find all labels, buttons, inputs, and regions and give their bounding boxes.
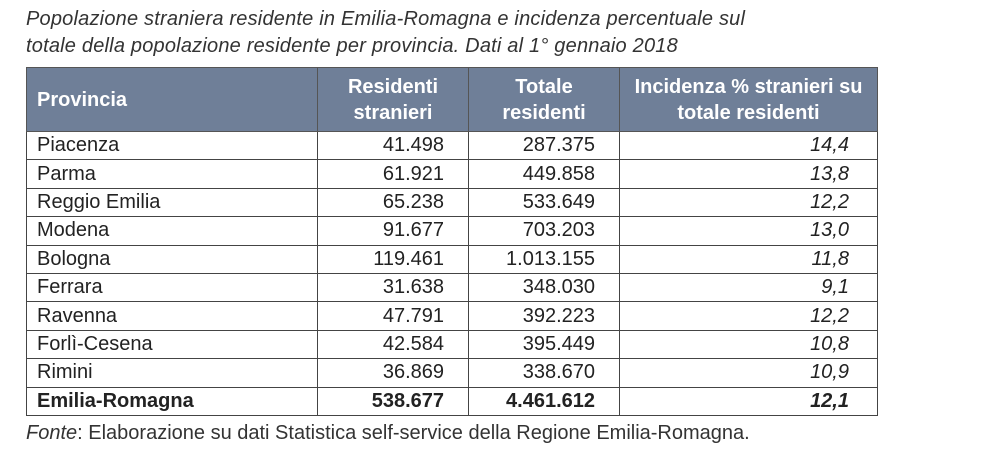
- cell-totale-residenti: 703.203: [468, 216, 620, 246]
- header-residenti-stranieri: Residenti stranieri: [317, 67, 469, 132]
- table-row: Rimini 36.869 338.670 10,9: [26, 358, 878, 388]
- cell-residenti-stranieri: 47.791: [317, 301, 469, 331]
- header-row: Provincia Residenti stranieri Totale res…: [26, 67, 878, 132]
- table-body: Piacenza 41.498 287.375 14,4 Parma 61.921 449.…: [26, 130, 878, 416]
- cell-residenti-stranieri: 31.638: [317, 272, 469, 303]
- table-row: Piacenza 41.498 287.375 14,4: [26, 130, 878, 161]
- table-row: Parma 61.921 449.858 13,8: [26, 159, 878, 189]
- cell-incidenza: 9,1: [619, 272, 878, 303]
- table-row: Ravenna 47.791 392.223 12,2: [26, 301, 878, 331]
- cell-provincia: Ravenna: [26, 301, 318, 331]
- caption-line: totale della popolazione residente per p…: [26, 35, 678, 57]
- cell-totale-residenti: 533.649: [468, 187, 620, 218]
- cell-residenti-stranieri: 65.238: [317, 187, 469, 218]
- cell-totale-residenti: 392.223: [468, 301, 620, 331]
- cell-residenti-stranieri: 91.677: [317, 216, 469, 246]
- cell-incidenza: 12,2: [619, 301, 878, 331]
- header-incidenza: Incidenza % stranieri su totale resident…: [619, 67, 878, 132]
- cell-incidenza: 12,2: [619, 187, 878, 218]
- source-note: Fonte: Elaborazione su dati Statistica s…: [26, 422, 750, 445]
- cell-residenti-stranieri: 119.461: [317, 244, 469, 274]
- header-totale-residenti: Totale residenti: [468, 67, 620, 132]
- cell-residenti-stranieri: 538.677: [317, 386, 469, 416]
- table-row: Bologna 119.461 1.013.155 11,8: [26, 244, 878, 274]
- cell-residenti-stranieri: 61.921: [317, 159, 469, 189]
- cell-provincia: Ferrara: [26, 272, 318, 303]
- cell-totale-residenti: 338.670: [468, 358, 620, 388]
- source-label: Fonte: [26, 422, 78, 444]
- cell-totale-residenti: 449.858: [468, 159, 620, 189]
- cell-residenti-stranieri: 36.869: [317, 358, 469, 388]
- table-caption: Popolazione straniera residente in Emili…: [26, 6, 745, 60]
- cell-provincia: Rimini: [26, 358, 318, 388]
- cell-provincia: Piacenza: [26, 130, 318, 161]
- total-row: Emilia-Romagna 538.677 4.461.612 12,1: [26, 386, 878, 416]
- population-table: Provincia Residenti stranieri Totale res…: [26, 67, 878, 416]
- cell-totale-residenti: 287.375: [468, 130, 620, 161]
- cell-incidenza: 14,4: [619, 130, 878, 161]
- cell-incidenza: 13,8: [619, 159, 878, 189]
- cell-residenti-stranieri: 42.584: [317, 329, 469, 360]
- cell-provincia: Reggio Emilia: [26, 187, 318, 218]
- table-row: Ferrara 31.638 348.030 9,1: [26, 272, 878, 303]
- cell-incidenza: 10,9: [619, 358, 878, 388]
- caption-line: Popolazione straniera residente in Emili…: [26, 8, 746, 30]
- table-row: Forlì-Cesena 42.584 395.449 10,8: [26, 329, 878, 360]
- cell-provincia: Parma: [26, 159, 318, 189]
- cell-totale-residenti: 4.461.612: [468, 386, 620, 416]
- cell-provincia: Bologna: [26, 244, 318, 274]
- cell-totale-residenti: 395.449: [468, 329, 620, 360]
- cell-residenti-stranieri: 41.498: [317, 130, 469, 161]
- cell-provincia: Emilia-Romagna: [26, 386, 318, 416]
- table-row: Reggio Emilia 65.238 533.649 12,2: [26, 187, 878, 218]
- cell-incidenza: 13,0: [619, 216, 878, 246]
- cell-incidenza: 10,8: [619, 329, 878, 360]
- cell-incidenza: 12,1: [619, 386, 878, 416]
- cell-provincia: Modena: [26, 216, 318, 246]
- source-text: : Elaborazione su dati Statistica self-s…: [77, 422, 750, 444]
- cell-incidenza: 11,8: [619, 244, 878, 274]
- table-row: Modena 91.677 703.203 13,0: [26, 216, 878, 246]
- cell-totale-residenti: 348.030: [468, 272, 620, 303]
- header-provincia: Provincia: [26, 67, 318, 132]
- cell-totale-residenti: 1.013.155: [468, 244, 620, 274]
- cell-provincia: Forlì-Cesena: [26, 329, 318, 360]
